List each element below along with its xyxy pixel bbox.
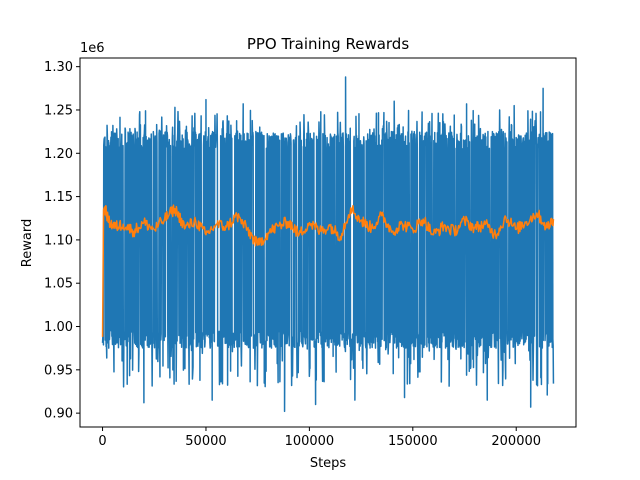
x-tick-label: 100000 bbox=[285, 434, 335, 449]
x-tick-label: 50000 bbox=[185, 434, 226, 449]
series-moving-average-line bbox=[101, 204, 555, 337]
x-axis: 0 50000 100000 150000 200000 bbox=[98, 427, 541, 449]
chart-title: PPO Training Rewards bbox=[247, 35, 409, 53]
y-tick-label: 1.00 bbox=[44, 320, 73, 335]
y-tick-label: 1.05 bbox=[44, 277, 73, 292]
y-tick-label: 0.95 bbox=[44, 363, 73, 378]
x-tick-label: 200000 bbox=[491, 434, 541, 449]
y-offset-label: 1e6 bbox=[80, 41, 105, 56]
x-tick-label: 150000 bbox=[388, 434, 438, 449]
series-raw-reward-line bbox=[101, 76, 555, 413]
plot-area bbox=[101, 76, 555, 413]
y-tick-label: 1.10 bbox=[44, 233, 73, 248]
y-tick-label: 1.15 bbox=[44, 190, 73, 205]
y-tick-label: 1.25 bbox=[44, 103, 73, 118]
x-tick-label: 0 bbox=[98, 434, 106, 449]
y-tick-label: 0.90 bbox=[44, 407, 73, 422]
axes-frame bbox=[79, 57, 577, 428]
y-tick-label: 1.20 bbox=[44, 147, 73, 162]
y-axis-label: Reward bbox=[20, 219, 35, 267]
y-tick-label: 1.30 bbox=[44, 60, 73, 75]
y-axis: 0.90 0.95 1.00 1.05 1.10 1.15 1.20 1.25 1.30 bbox=[44, 60, 80, 422]
x-axis-label: Steps bbox=[310, 456, 347, 471]
